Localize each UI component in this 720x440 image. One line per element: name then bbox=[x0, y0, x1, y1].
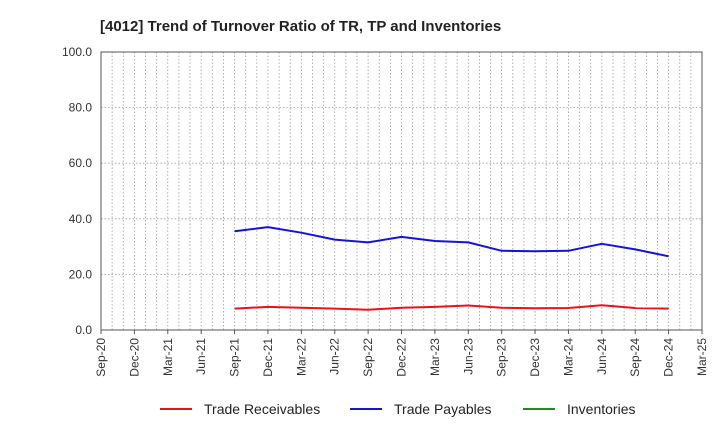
series-line-trade-receivables bbox=[234, 304, 669, 311]
y-tick-label: 0.0 bbox=[75, 323, 92, 337]
legend-label: Trade Payables bbox=[394, 401, 492, 417]
legend-label: Inventories bbox=[567, 401, 635, 417]
y-tick-label: 40.0 bbox=[69, 212, 93, 226]
x-tick-label: Dec-24 bbox=[662, 338, 676, 377]
plot-area: 0.0 20.0 40.0 60.0 80.0 100.0 Sep-20 Dec-20 Mar-… bbox=[62, 45, 709, 377]
x-tick-label: Jun-24 bbox=[595, 338, 609, 375]
chart-title: [4012] Trend of Turnover Ratio of TR, TP… bbox=[100, 18, 501, 35]
legend: Trade Receivables Trade Payables Inventori… bbox=[160, 401, 635, 417]
y-tick-label: 20.0 bbox=[69, 267, 93, 281]
x-tick-label: Mar-25 bbox=[695, 338, 709, 376]
x-tick-label: Dec-23 bbox=[528, 338, 542, 377]
x-tick-label: Sep-24 bbox=[628, 338, 642, 377]
x-tick-label: Jun-21 bbox=[194, 338, 208, 375]
y-tick-label: 80.0 bbox=[69, 101, 93, 115]
x-tick-label: Mar-22 bbox=[294, 338, 308, 376]
y-tick-label: 100.0 bbox=[62, 45, 92, 59]
x-tick-label: Sep-23 bbox=[495, 338, 509, 377]
x-tick-label: Mar-21 bbox=[161, 338, 175, 376]
x-tick-label: Mar-23 bbox=[428, 338, 442, 376]
series-line-trade-payables bbox=[234, 226, 669, 258]
plot-background bbox=[101, 52, 702, 330]
y-tick-label: 60.0 bbox=[69, 156, 93, 170]
legend-label: Trade Receivables bbox=[204, 401, 320, 417]
x-tick-label: Mar-24 bbox=[561, 338, 575, 376]
x-tick-label: Jun-23 bbox=[461, 338, 475, 375]
x-tick-label: Jun-22 bbox=[328, 338, 342, 375]
x-tick-label: Dec-22 bbox=[395, 338, 409, 377]
x-tick-label: Dec-20 bbox=[127, 338, 141, 377]
x-tick-label: Sep-20 bbox=[94, 338, 108, 377]
x-tick-label: Sep-22 bbox=[361, 338, 375, 377]
x-tick-label: Dec-21 bbox=[261, 338, 275, 377]
x-tick-label: Sep-21 bbox=[228, 338, 242, 377]
